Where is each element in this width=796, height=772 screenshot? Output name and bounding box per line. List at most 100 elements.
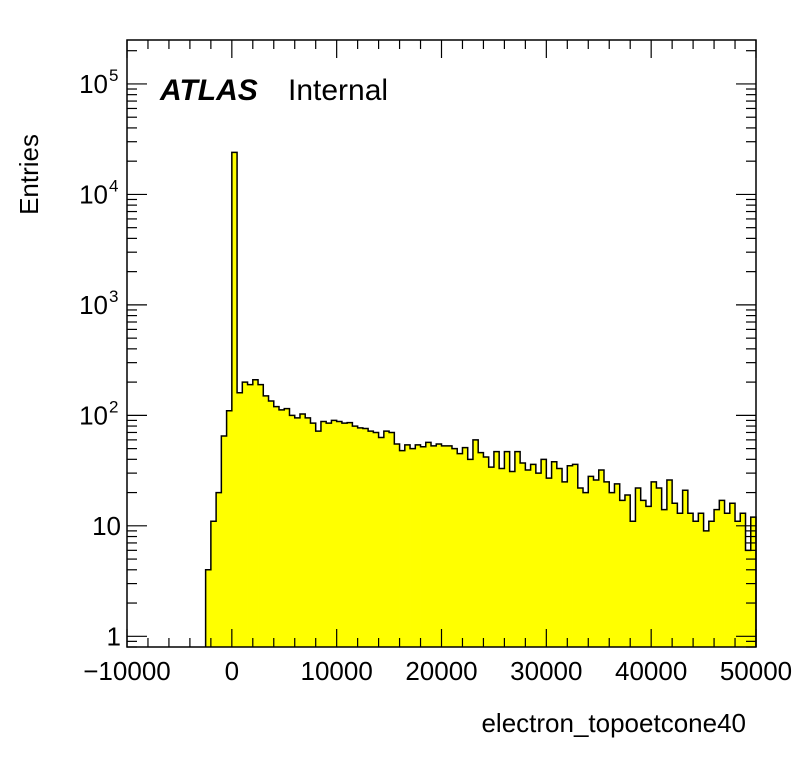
histogram-bar xyxy=(294,417,301,647)
histogram-bar xyxy=(624,495,631,647)
histogram-bar xyxy=(221,436,227,647)
histogram-bar xyxy=(488,467,495,647)
histogram-bar xyxy=(436,444,442,647)
x-tick-label: 10000 xyxy=(301,656,373,686)
histogram-bar xyxy=(352,426,359,647)
histogram-bar xyxy=(714,509,720,647)
histogram-bar xyxy=(708,521,715,647)
histogram-bar xyxy=(520,463,526,647)
histogram-bar xyxy=(698,513,704,647)
histogram-bar xyxy=(666,479,673,647)
histogram-bar xyxy=(457,453,463,647)
histogram-bar xyxy=(588,476,594,647)
histogram-bar xyxy=(357,427,364,647)
histogram-bar xyxy=(399,450,406,647)
histogram-bar xyxy=(541,459,547,647)
x-tick-labels: −10000 0 10000 20000 30000 40000 50000 xyxy=(83,656,792,686)
histogram-bar xyxy=(362,428,369,647)
histogram-bar xyxy=(735,521,741,647)
histogram-bar xyxy=(572,464,579,647)
histogram-bar xyxy=(347,422,353,647)
x-tick-label: 0 xyxy=(225,656,239,686)
histogram-bar xyxy=(231,152,238,647)
histogram-bar xyxy=(441,445,448,647)
histogram-bar xyxy=(210,521,217,647)
histogram-bar xyxy=(719,500,725,647)
histogram-bar xyxy=(478,452,484,647)
histogram-outline xyxy=(204,151,757,647)
axis-ticks xyxy=(126,40,757,648)
histogram-bar xyxy=(383,431,390,647)
histogram-bar xyxy=(420,446,427,647)
histogram-bar xyxy=(284,408,290,647)
histogram-bar xyxy=(750,517,757,647)
histogram-bar xyxy=(247,384,254,647)
histogram-bar xyxy=(394,444,400,647)
histogram-bar xyxy=(320,421,327,647)
histogram-bar xyxy=(279,409,285,647)
histogram-bar xyxy=(672,503,678,647)
y-axis-title: Entries xyxy=(14,134,44,215)
histogram-bar xyxy=(729,503,736,647)
histogram-bar xyxy=(415,444,421,647)
histogram-bar xyxy=(467,459,474,647)
histogram-bar xyxy=(216,492,222,647)
histogram-bar xyxy=(389,432,395,647)
histogram-bar xyxy=(373,432,379,647)
histogram-bar xyxy=(562,481,568,647)
histogram-bar xyxy=(603,481,610,647)
histogram-bar xyxy=(299,413,306,647)
histogram-bar xyxy=(310,423,317,647)
y-tick-label: 10 xyxy=(92,511,121,541)
histogram-bar xyxy=(431,445,437,647)
histogram-bar xyxy=(593,479,600,647)
histogram-bar xyxy=(619,500,626,647)
y-tick-label-exponent: 2 xyxy=(109,397,118,416)
histogram-bar xyxy=(535,473,542,647)
histogram-bar xyxy=(645,506,652,647)
y-tick-label-exponent: 3 xyxy=(109,287,118,306)
histogram-bar xyxy=(205,569,212,647)
histogram-bar xyxy=(687,513,694,647)
x-tick-label: −10000 xyxy=(83,656,170,686)
histogram-bar xyxy=(226,410,233,647)
histogram-bar xyxy=(326,423,332,647)
histogram-bar xyxy=(378,437,385,647)
histogram-bar xyxy=(341,423,348,647)
histogram-bar xyxy=(651,481,657,647)
histogram-bar xyxy=(315,431,322,647)
histogram-bar xyxy=(567,465,573,647)
histogram-bar xyxy=(514,451,521,647)
histogram-bar xyxy=(635,488,642,647)
y-tick-label: 10 xyxy=(79,400,108,430)
y-tick-label: 10 xyxy=(79,290,108,320)
histogram-bar xyxy=(289,415,296,647)
histogram-bar xyxy=(368,431,374,647)
histogram-bar xyxy=(237,392,243,647)
x-tick-label: 30000 xyxy=(510,656,582,686)
histogram-bar xyxy=(242,382,248,647)
histogram-bar xyxy=(556,468,563,647)
histogram-bar xyxy=(682,490,689,647)
histogram-bar xyxy=(483,456,490,647)
x-axis-title: electron_topoetcone40 xyxy=(481,708,746,738)
histogram-bar xyxy=(551,461,558,647)
histogram-bar xyxy=(614,483,621,647)
histogram-bar xyxy=(446,445,453,647)
internal-label: Internal xyxy=(288,74,388,107)
histogram-bar xyxy=(577,488,584,647)
histogram-bar xyxy=(493,451,500,647)
histogram-bar xyxy=(331,420,338,647)
histogram-bar xyxy=(546,478,552,647)
x-tick-label: 50000 xyxy=(720,656,792,686)
y-tick-label-exponent: 4 xyxy=(109,176,118,195)
histogram-bar xyxy=(425,442,432,647)
y-tick-label-exponent: 5 xyxy=(109,66,118,85)
x-tick-label: 20000 xyxy=(405,656,477,686)
histogram-bar xyxy=(504,451,511,647)
histogram-bar xyxy=(263,395,269,647)
histogram-bar xyxy=(661,509,668,647)
y-tick-label: 10 xyxy=(79,69,108,99)
